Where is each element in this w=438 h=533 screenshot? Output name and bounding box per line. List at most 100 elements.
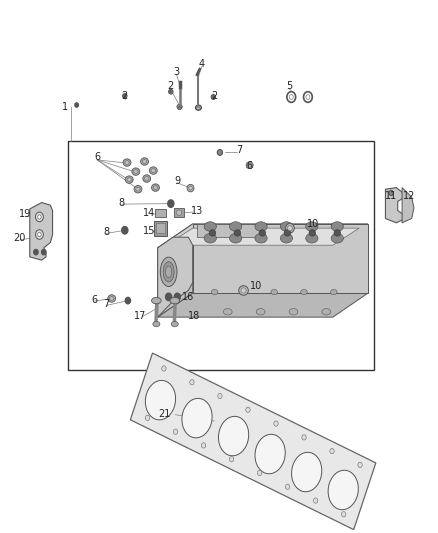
- Ellipse shape: [217, 150, 223, 156]
- Circle shape: [174, 293, 180, 301]
- Text: 20: 20: [14, 233, 26, 243]
- Ellipse shape: [132, 168, 140, 175]
- Polygon shape: [131, 353, 376, 530]
- Ellipse shape: [170, 297, 180, 304]
- Bar: [155, 209, 166, 217]
- Text: 6: 6: [91, 295, 97, 304]
- Text: 9: 9: [174, 176, 180, 186]
- Ellipse shape: [169, 90, 173, 94]
- Ellipse shape: [306, 233, 318, 243]
- Ellipse shape: [330, 289, 337, 295]
- Ellipse shape: [314, 498, 318, 503]
- Ellipse shape: [160, 257, 177, 287]
- Ellipse shape: [280, 233, 293, 243]
- Ellipse shape: [223, 309, 232, 315]
- Ellipse shape: [358, 462, 362, 467]
- Ellipse shape: [204, 233, 216, 243]
- Ellipse shape: [177, 210, 182, 215]
- Ellipse shape: [309, 230, 315, 236]
- Ellipse shape: [110, 296, 114, 301]
- Ellipse shape: [271, 289, 278, 295]
- Text: 7: 7: [103, 299, 110, 309]
- Text: 10: 10: [250, 281, 262, 291]
- Text: 12: 12: [403, 191, 416, 201]
- Ellipse shape: [286, 484, 290, 489]
- Ellipse shape: [292, 453, 322, 492]
- Ellipse shape: [125, 176, 133, 183]
- Ellipse shape: [149, 167, 157, 174]
- Ellipse shape: [141, 158, 148, 165]
- Ellipse shape: [189, 187, 192, 190]
- Ellipse shape: [389, 190, 393, 196]
- Text: 6: 6: [94, 152, 100, 162]
- Ellipse shape: [173, 429, 178, 434]
- Text: 3: 3: [173, 67, 180, 77]
- Ellipse shape: [38, 232, 41, 237]
- Ellipse shape: [171, 321, 178, 327]
- Ellipse shape: [177, 104, 182, 109]
- Ellipse shape: [306, 222, 318, 231]
- Ellipse shape: [145, 177, 149, 180]
- Bar: [174, 208, 184, 217]
- Ellipse shape: [246, 162, 253, 168]
- Circle shape: [212, 95, 215, 99]
- Ellipse shape: [286, 223, 294, 233]
- Ellipse shape: [328, 470, 358, 510]
- Ellipse shape: [258, 470, 262, 475]
- Ellipse shape: [152, 184, 159, 191]
- Ellipse shape: [145, 381, 176, 420]
- Text: 15: 15: [143, 226, 155, 236]
- Text: 18: 18: [188, 311, 201, 321]
- Ellipse shape: [247, 163, 251, 167]
- Polygon shape: [158, 224, 193, 317]
- Ellipse shape: [204, 222, 216, 231]
- Ellipse shape: [334, 230, 341, 236]
- Text: 2: 2: [212, 91, 218, 101]
- Ellipse shape: [230, 222, 242, 231]
- Ellipse shape: [153, 321, 160, 327]
- Ellipse shape: [241, 288, 246, 293]
- Ellipse shape: [178, 107, 181, 110]
- Polygon shape: [193, 224, 368, 293]
- Ellipse shape: [142, 160, 147, 163]
- Text: 6: 6: [247, 161, 253, 171]
- Ellipse shape: [187, 184, 194, 192]
- Ellipse shape: [255, 434, 285, 474]
- Bar: [156, 223, 165, 233]
- Ellipse shape: [162, 366, 166, 371]
- Ellipse shape: [330, 448, 334, 454]
- Circle shape: [125, 297, 131, 304]
- Ellipse shape: [241, 289, 248, 295]
- Text: 8: 8: [119, 198, 125, 207]
- Ellipse shape: [256, 309, 265, 315]
- Ellipse shape: [35, 230, 43, 239]
- Text: 2: 2: [122, 91, 128, 101]
- Circle shape: [170, 90, 172, 93]
- Circle shape: [34, 249, 38, 255]
- Text: 2: 2: [168, 82, 174, 91]
- Bar: [154, 221, 167, 236]
- Ellipse shape: [151, 168, 155, 173]
- Ellipse shape: [195, 105, 201, 110]
- Ellipse shape: [287, 225, 293, 231]
- Text: 7: 7: [237, 146, 243, 155]
- Circle shape: [122, 227, 128, 234]
- Ellipse shape: [153, 186, 158, 189]
- Polygon shape: [30, 203, 53, 260]
- Circle shape: [124, 94, 126, 98]
- Text: 1: 1: [62, 102, 68, 111]
- Bar: [68, 141, 374, 370]
- Ellipse shape: [143, 175, 151, 182]
- Ellipse shape: [108, 295, 116, 302]
- Ellipse shape: [190, 379, 194, 385]
- Ellipse shape: [209, 230, 216, 236]
- Ellipse shape: [134, 169, 138, 173]
- Polygon shape: [158, 224, 368, 248]
- Ellipse shape: [246, 407, 250, 413]
- Ellipse shape: [322, 309, 331, 315]
- Text: 14: 14: [143, 208, 155, 218]
- Ellipse shape: [219, 416, 249, 456]
- Polygon shape: [197, 224, 263, 237]
- Ellipse shape: [230, 457, 234, 462]
- Ellipse shape: [35, 212, 43, 222]
